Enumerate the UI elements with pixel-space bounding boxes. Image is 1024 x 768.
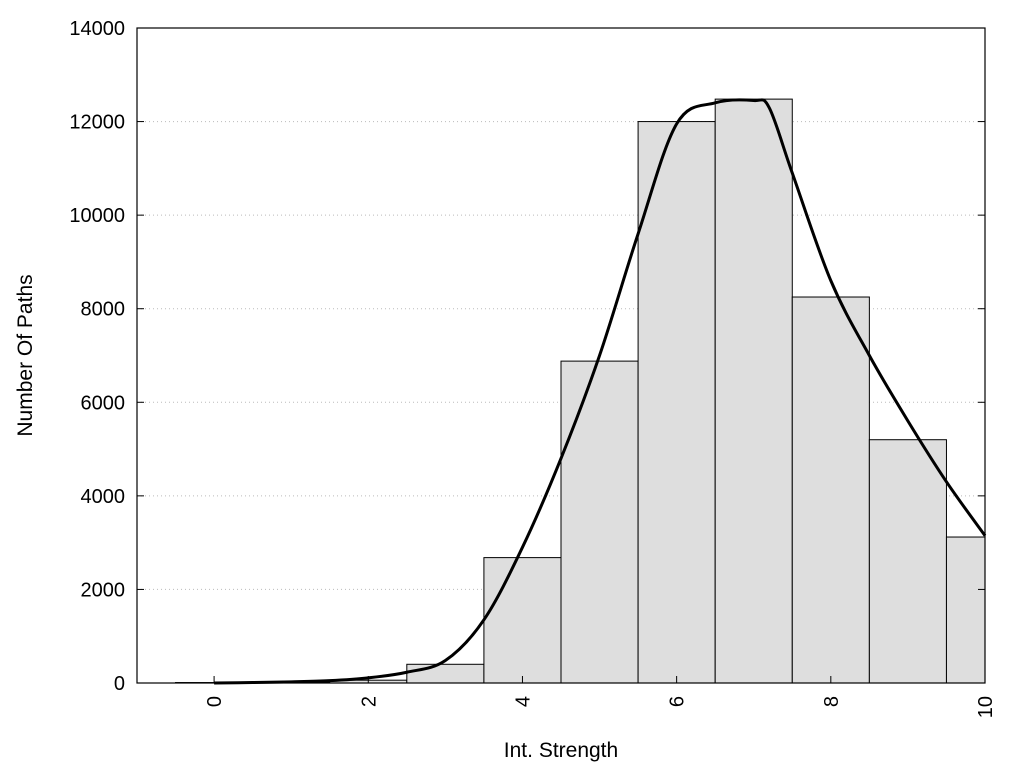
- x-tick-label: 8: [821, 696, 843, 707]
- y-tick-label: 8000: [81, 299, 126, 321]
- bar: [483, 557, 562, 683]
- y-tick-label: 10000: [69, 205, 125, 227]
- ticks: [137, 27, 986, 684]
- bar: [791, 296, 870, 683]
- bars: [175, 98, 985, 683]
- curve-line: [214, 98, 987, 685]
- y-axis-label: Number Of Paths: [14, 274, 37, 436]
- x-tick-label: 4: [512, 696, 534, 707]
- bar: [560, 360, 639, 683]
- plot-frame: [136, 27, 986, 684]
- x-tick-label: 0: [204, 696, 226, 707]
- y-tick-label: 6000: [81, 392, 126, 414]
- x-tick-label: 2: [358, 696, 380, 707]
- y-tick-label: 14000: [69, 18, 125, 40]
- fit-curve: [214, 98, 987, 685]
- bar: [868, 439, 947, 683]
- bar: [714, 98, 793, 683]
- y-tick-label: 12000: [69, 112, 125, 134]
- x-tick-label: 6: [667, 696, 689, 707]
- y-tick-label: 4000: [81, 486, 126, 508]
- y-tick-label: 0: [114, 673, 125, 695]
- bar: [406, 663, 485, 683]
- x-tick-label: 10: [975, 696, 997, 718]
- bar: [637, 121, 716, 683]
- tick-labels: 0 2000 4000 6000 8000 10000 12000 14000 0 2 4 6 8 10: [69, 18, 997, 718]
- x-axis-label: Int. Strength: [504, 739, 618, 762]
- y-tick-label: 2000: [81, 579, 126, 601]
